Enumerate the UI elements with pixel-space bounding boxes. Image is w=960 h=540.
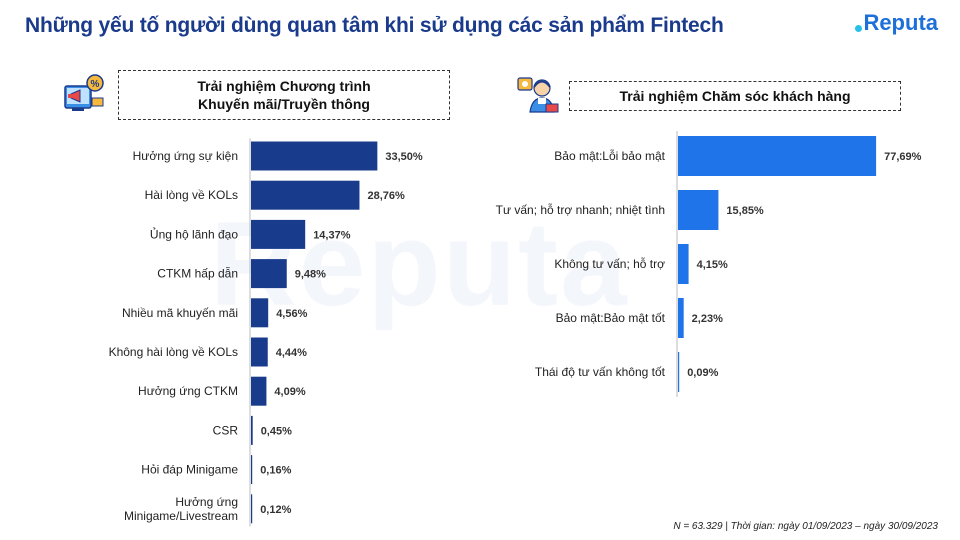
bar <box>678 298 684 338</box>
category-label: Hưởng ứng sự kiện <box>133 149 238 163</box>
right-chart-title-box: Trải nghiệm Chăm sóc khách hàng <box>569 81 901 111</box>
category-label: Bảo mật:Lỗi bảo mật <box>554 148 665 163</box>
bar <box>251 259 287 289</box>
category-label: Hưởng ứng CTKM <box>138 384 238 398</box>
category-label: Nhiều mã khuyến mãi <box>122 306 238 320</box>
category-label: Bảo mật:Bảo mật tốt <box>556 311 666 325</box>
category-label: CSR <box>213 423 239 437</box>
category-label: Thái độ tư vấn không tốt <box>535 365 666 379</box>
category-label: Hài lòng về KOLs <box>145 188 238 202</box>
logo-dot-icon <box>855 24 863 32</box>
left-chart-title-box: Trải nghiệm Chương trình Khuyến mãi/Truy… <box>118 70 450 120</box>
bar <box>678 352 680 392</box>
page-title: Những yếu tố người dùng quan tâm khi sử … <box>25 14 724 37</box>
data-label: 33,50% <box>385 151 423 163</box>
bar <box>251 337 268 367</box>
category-label: Hưởng ứng <box>175 495 238 509</box>
bar <box>251 298 269 328</box>
data-label: 0,09% <box>687 367 718 379</box>
data-label: 77,69% <box>884 151 922 163</box>
category-label: Hỏi đáp Minigame <box>141 463 238 477</box>
data-label: 0,12% <box>260 504 291 516</box>
bar <box>251 455 253 485</box>
data-label: 4,09% <box>274 386 305 398</box>
bar <box>251 141 378 171</box>
left-chart-title-line-2: Khuyến mãi/Truyền thông <box>198 96 370 112</box>
data-label: 4,56% <box>276 308 307 320</box>
data-label: 4,15% <box>697 259 728 271</box>
brand-logo: Reputa <box>855 10 938 36</box>
category-label: Ủng hộ lãnh đạo <box>150 226 238 241</box>
data-label: 4,44% <box>276 347 307 359</box>
right-chart-title: Trải nghiệm Chăm sóc khách hàng <box>619 88 851 104</box>
data-label: 14,37% <box>313 229 351 241</box>
bar <box>251 494 253 524</box>
category-label: Tư vấn; hỗ trợ nhanh; nhiệt tình <box>496 202 665 217</box>
logo-text: Reputa <box>863 10 938 35</box>
bar <box>251 376 267 406</box>
category-label: CTKM hấp dẫn <box>157 266 238 281</box>
data-label: 15,85% <box>726 205 764 217</box>
left-chart-title-line-1: Trải nghiệm Chương trình <box>197 78 371 94</box>
data-label: 9,48% <box>295 269 326 281</box>
svg-text:%: % <box>91 79 100 90</box>
category-label: Không hài lòng về KOLs <box>109 345 238 359</box>
bar <box>251 180 360 210</box>
footnote: N = 63.329 | Thời gian: ngày 01/09/2023 … <box>673 521 938 532</box>
data-label: 0,16% <box>260 465 291 477</box>
bar <box>678 136 877 176</box>
customer-support-agent-icon <box>516 74 560 119</box>
data-label: 0,45% <box>261 425 292 437</box>
bar <box>678 244 689 284</box>
bar <box>251 219 306 249</box>
category-label: Không tư vấn; hỗ trợ <box>554 256 665 271</box>
bar <box>251 415 253 445</box>
bar <box>678 190 719 230</box>
data-label: 28,76% <box>367 190 405 202</box>
promotion-megaphone-icon: % <box>62 72 106 121</box>
data-label: 2,23% <box>692 313 723 325</box>
category-label: Minigame/Livestream <box>124 509 238 523</box>
